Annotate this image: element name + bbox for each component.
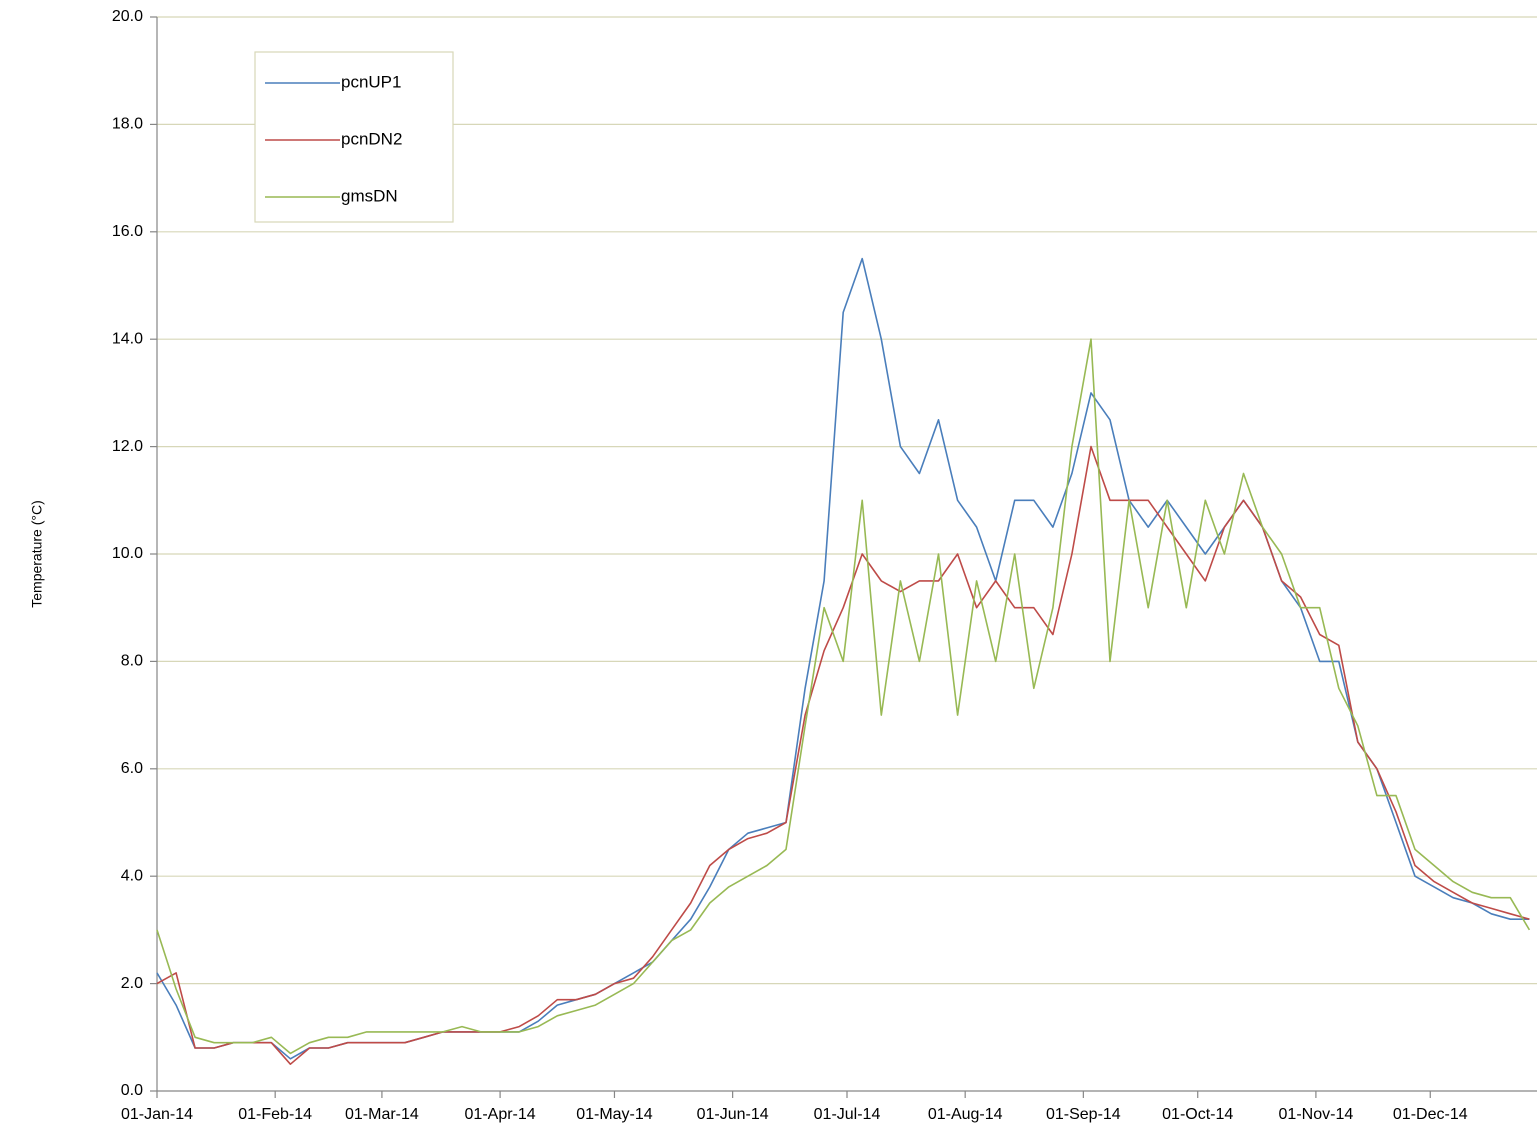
y-tick-label: 6.0 <box>121 760 143 777</box>
x-tick-label: 01-Sep-14 <box>1046 1106 1121 1123</box>
series-line <box>156 338 1531 1055</box>
series-line <box>156 445 1530 1065</box>
x-tick-label: 01-Jan-14 <box>121 1106 193 1123</box>
x-tick-label: 01-Oct-14 <box>1162 1106 1233 1123</box>
legend-label: pcnDN2 <box>341 129 402 148</box>
x-tick-label: 01-Dec-14 <box>1393 1106 1468 1123</box>
y-tick-label: 14.0 <box>112 330 143 347</box>
x-tick-label: 01-Jun-14 <box>697 1106 769 1123</box>
x-tick-label: 01-Aug-14 <box>928 1106 1003 1123</box>
y-axis-title: Temperature (°C) <box>29 500 45 608</box>
y-tick-label: 20.0 <box>112 8 143 25</box>
legend-box <box>254 51 454 223</box>
x-tick-label: 01-Apr-14 <box>465 1106 536 1123</box>
y-tick-label: 12.0 <box>112 438 143 455</box>
y-tick-label: 4.0 <box>121 867 143 884</box>
x-tick-label: 01-Feb-14 <box>238 1106 312 1123</box>
legend-label: pcnUP1 <box>341 72 401 91</box>
y-tick-label: 0.0 <box>121 1082 143 1099</box>
y-tick-label: 10.0 <box>112 545 143 562</box>
y-tick-label: 16.0 <box>112 223 143 240</box>
x-tick-label: 01-May-14 <box>576 1106 653 1123</box>
y-tick-label: 8.0 <box>121 653 143 670</box>
y-tick-label: 18.0 <box>112 116 143 133</box>
y-tick-label: 2.0 <box>121 975 143 992</box>
legend-label: gmsDN <box>341 186 398 205</box>
x-tick-label: 01-Mar-14 <box>345 1106 419 1123</box>
x-tick-label: 01-Jul-14 <box>814 1106 881 1123</box>
x-tick-label: 01-Nov-14 <box>1279 1106 1354 1123</box>
